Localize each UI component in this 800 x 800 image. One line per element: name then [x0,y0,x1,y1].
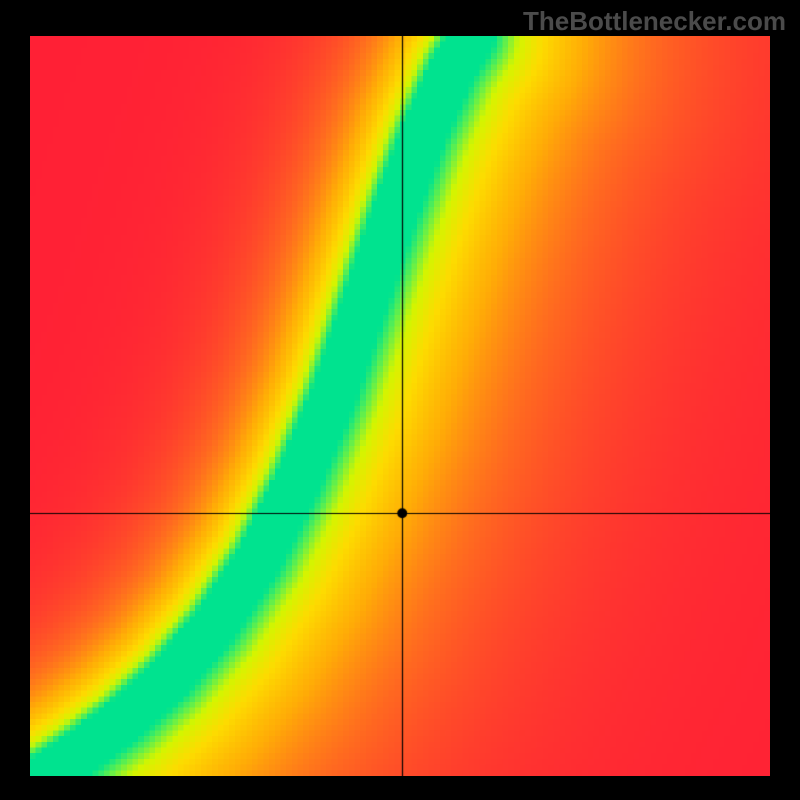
watermark-text: TheBottlenecker.com [523,6,786,37]
bottleneck-heatmap [30,36,770,776]
chart-root: TheBottlenecker.com [0,0,800,800]
